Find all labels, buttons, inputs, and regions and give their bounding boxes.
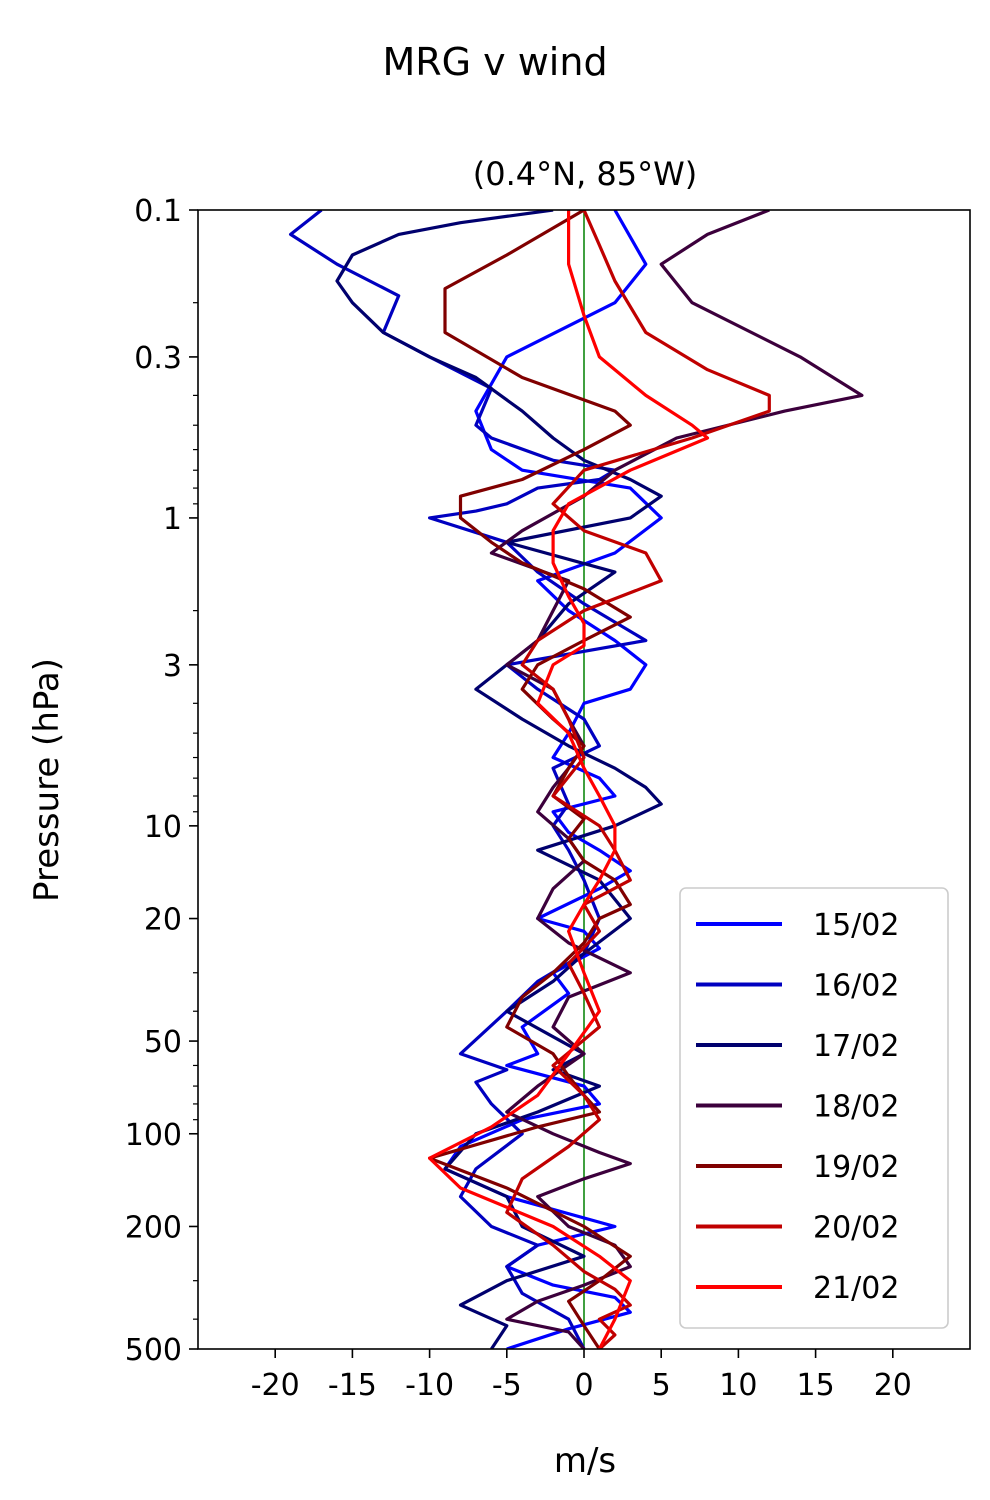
x-axis: -20 -15 -10 -5 0 5 10 15 20 — [251, 1349, 912, 1403]
x-tick-label: 5 — [652, 1368, 671, 1403]
y-tick-label: 0.3 — [134, 341, 182, 376]
y-tick-label: 50 — [144, 1025, 182, 1060]
x-tick-label: -5 — [492, 1368, 522, 1403]
y-tick-label: 3 — [163, 649, 182, 684]
y-tick-label: 10 — [144, 810, 182, 845]
legend: 15/02 16/02 17/02 18/02 19/02 20/02 21/02 — [679, 887, 949, 1329]
series-line-16-02 — [289, 210, 648, 1349]
legend-label: 20/02 — [813, 1211, 899, 1246]
y-tick-label: 20 — [144, 903, 182, 938]
legend-label: 21/02 — [813, 1271, 899, 1306]
x-tick-label: -15 — [328, 1368, 377, 1403]
x-tick-label: -20 — [251, 1368, 300, 1403]
x-tick-label: 0 — [574, 1368, 593, 1403]
y-axis-label: Pressure (hPa) — [27, 658, 67, 902]
series-line-20-02 — [505, 210, 771, 1349]
y-tick-label: 1 — [163, 502, 182, 537]
y-tick-label: 100 — [125, 1118, 182, 1153]
legend-label: 18/02 — [813, 1090, 899, 1125]
series-line-21-02 — [428, 210, 710, 1349]
series-line-17-02 — [335, 210, 663, 1349]
legend-label: 17/02 — [813, 1029, 899, 1064]
chart-title: (0.4°N, 85°W) — [473, 155, 698, 193]
y-tick-label: 500 — [125, 1333, 182, 1368]
series-layer — [289, 210, 864, 1349]
x-tick-label: 10 — [719, 1368, 757, 1403]
legend-label: 16/02 — [813, 969, 899, 1004]
series-line-19-02 — [428, 210, 632, 1349]
chart-suptitle: MRG v wind — [382, 40, 607, 84]
legend-frame — [679, 887, 949, 1329]
x-tick-label: 15 — [797, 1368, 835, 1403]
x-tick-label: 20 — [874, 1368, 912, 1403]
legend-label: 15/02 — [813, 908, 899, 943]
x-axis-label: m/s — [554, 1441, 616, 1481]
y-tick-label: 0.1 — [134, 194, 182, 229]
plot-area — [197, 209, 971, 1350]
y-tick-label: 200 — [125, 1210, 182, 1245]
legend-label: 19/02 — [813, 1150, 899, 1185]
x-tick-label: -10 — [405, 1368, 454, 1403]
y-axis: 0.1 0.3 1 3 10 20 50 100 200 500 — [125, 194, 198, 1368]
